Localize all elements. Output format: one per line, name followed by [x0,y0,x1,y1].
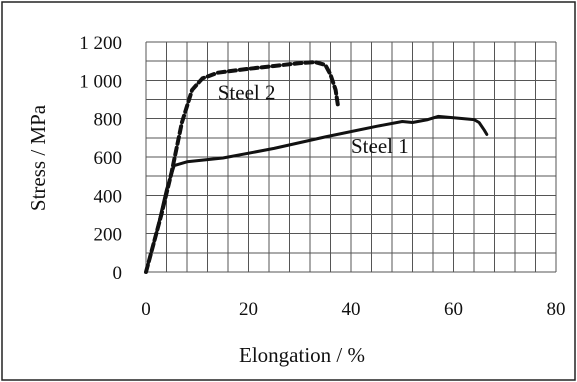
x-tick-label: 80 [547,299,566,320]
x-axis-title: Elongation / % [239,343,365,367]
series-label-steel-2: Steel 2 [218,81,276,105]
y-tick-label: 600 [94,148,123,169]
series-line-steel-2 [144,60,341,274]
y-tick-label: 800 [94,110,123,131]
x-tick-label: 20 [239,299,258,320]
x-tick-label: 0 [141,299,151,320]
y-tick-label: 400 [94,186,123,207]
series-label-steel-1: Steel 1 [351,134,409,158]
grid [145,41,557,273]
y-tick-label: 1 000 [79,71,122,92]
series-layer [144,60,489,274]
y-tick-label: 200 [94,225,123,246]
x-tick-label: 60 [444,299,463,320]
x-tick-label: 40 [342,299,361,320]
y-tick-label: 1 200 [79,33,122,54]
y-tick-label: 0 [113,263,123,284]
y-axis-title: Stress / MPa [26,104,50,211]
